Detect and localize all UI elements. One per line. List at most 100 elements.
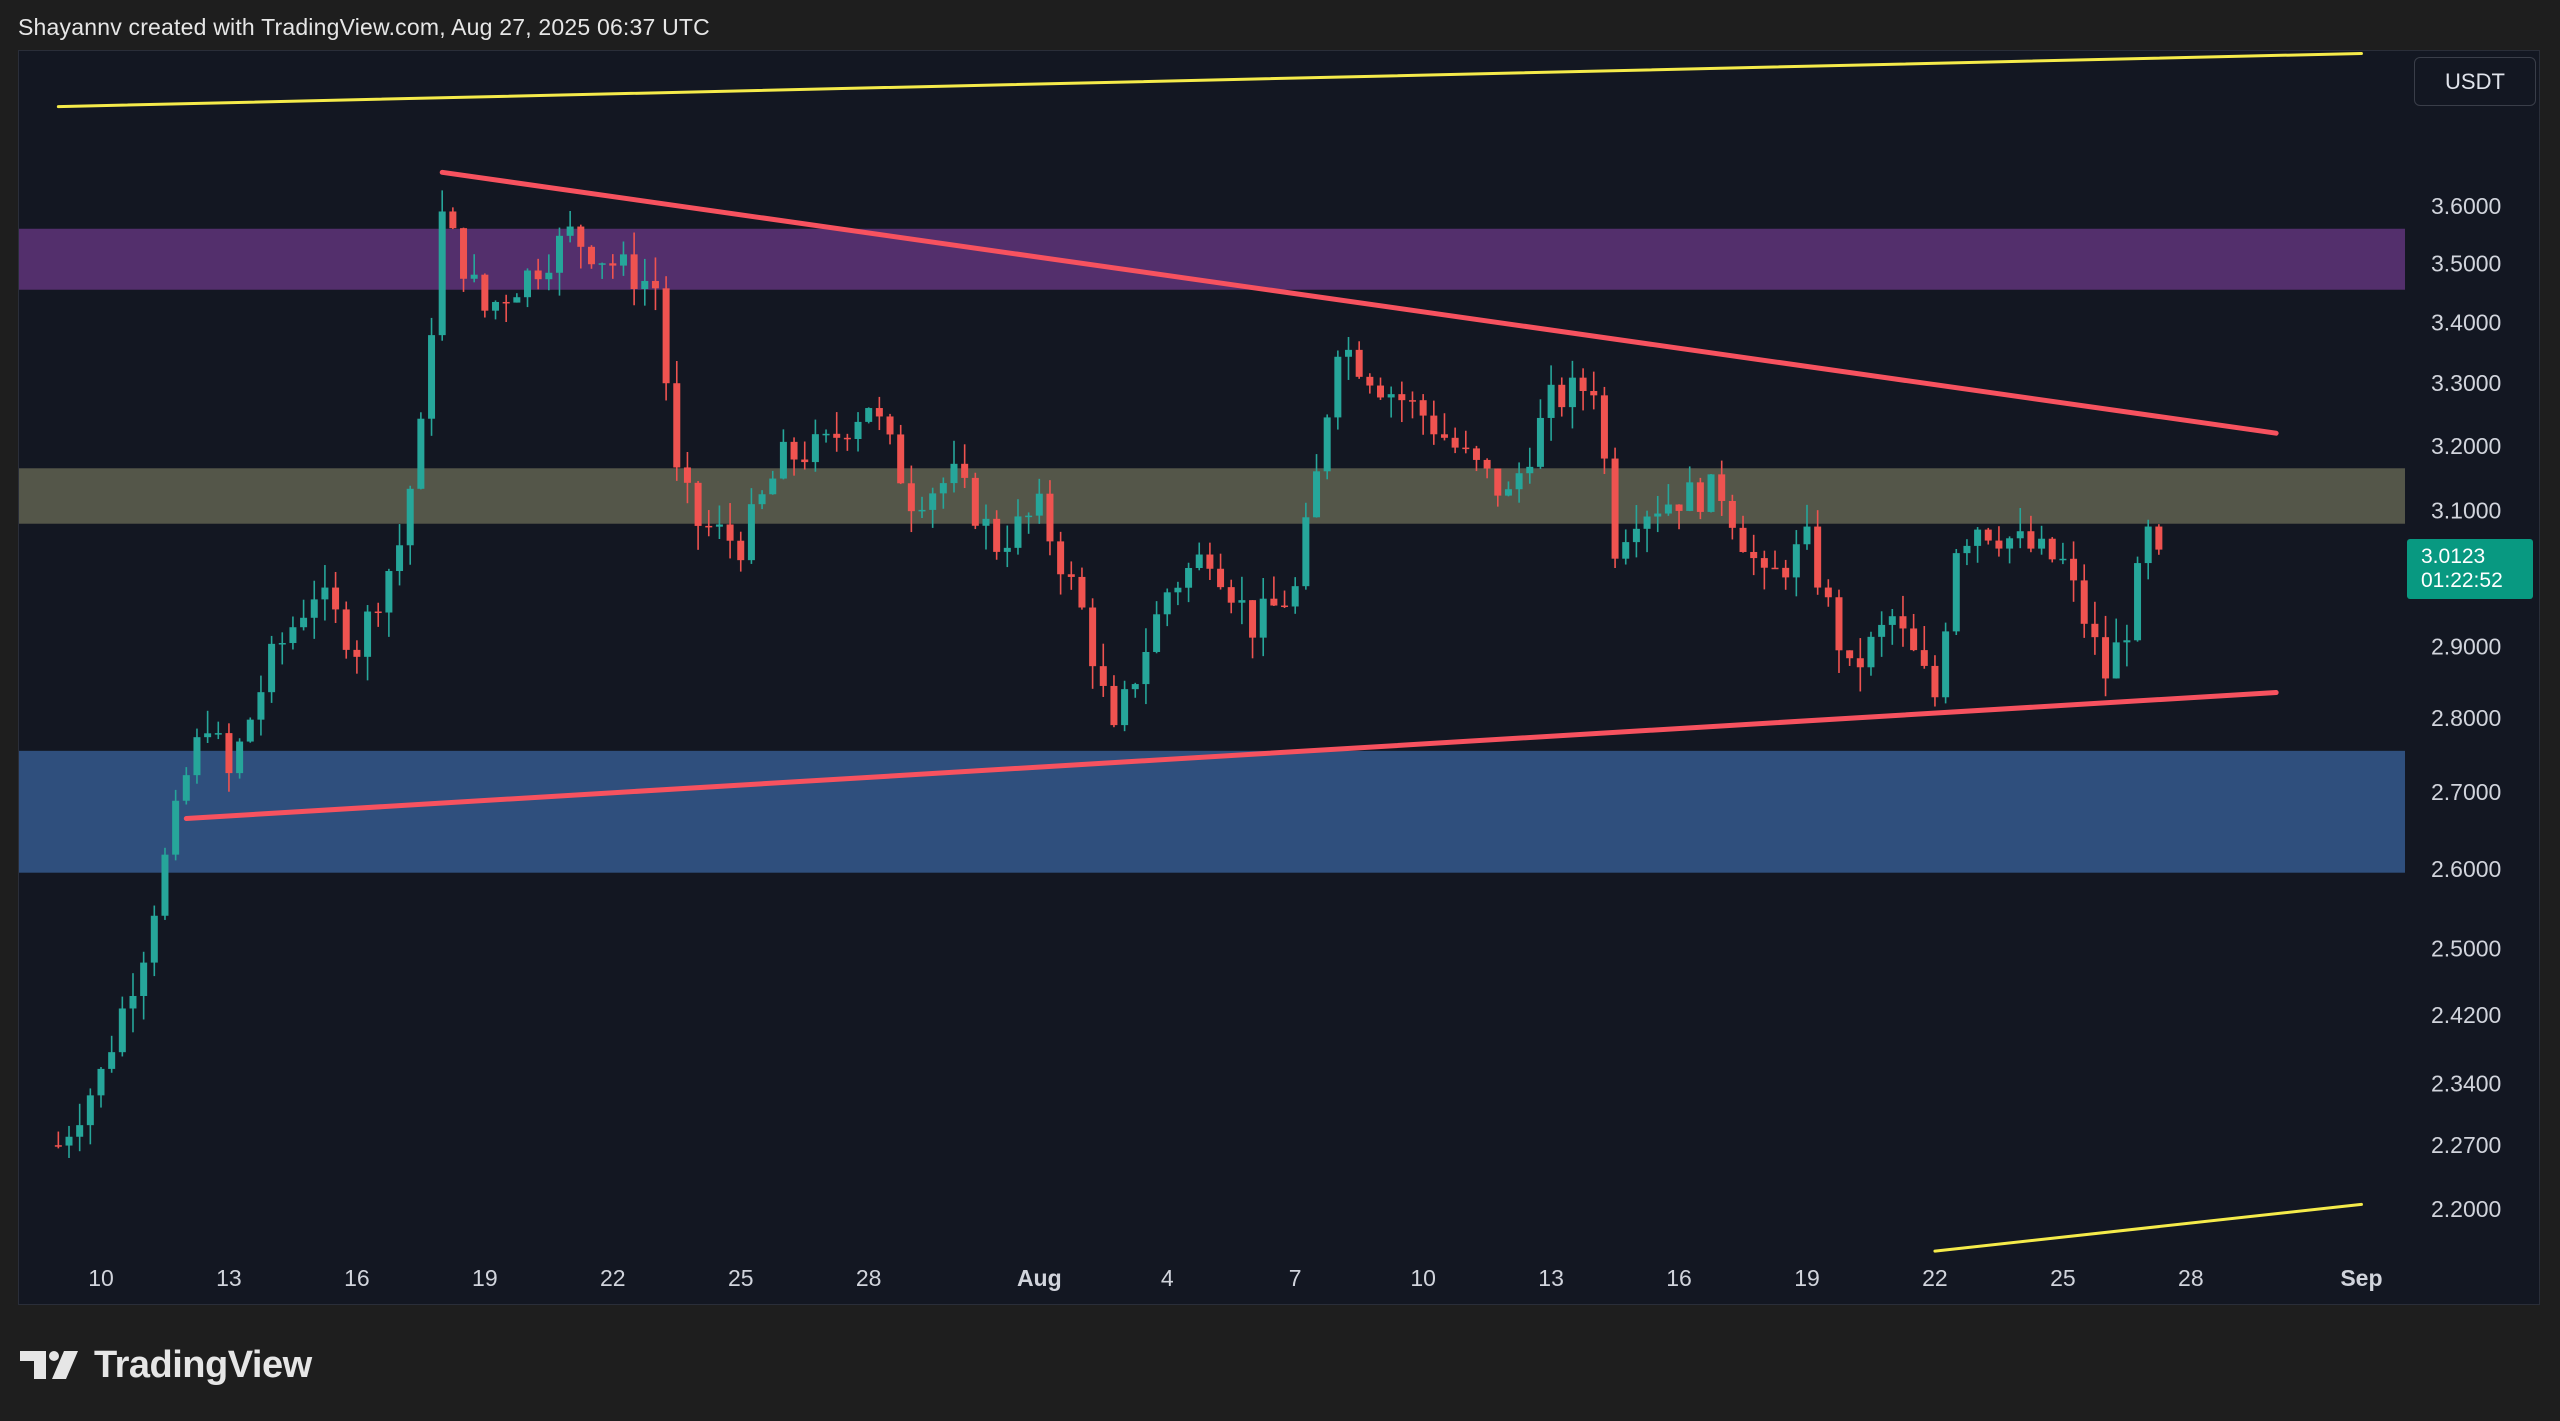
candle [801, 441, 809, 470]
candle [1835, 589, 1843, 673]
candle-body [76, 1125, 84, 1137]
candle-body [1291, 586, 1299, 607]
candle-body [1707, 474, 1715, 512]
candle-body [865, 408, 873, 422]
candle [1622, 529, 1630, 565]
candle [1846, 650, 1854, 666]
candle [54, 1131, 62, 1149]
time-scale: 10 13 16 19 22 25 28 Aug 4 7 10 13 16 19 22 25 28 Sep [88, 1265, 2382, 1291]
candle-body [1259, 598, 1267, 638]
time-tick-label: 28 [856, 1265, 882, 1291]
candle [843, 433, 851, 451]
candle [1728, 494, 1736, 540]
candle-body [278, 643, 286, 645]
candle-body [214, 733, 222, 735]
candle [854, 412, 862, 452]
candle-body [1600, 395, 1608, 459]
candle-body [108, 1052, 116, 1069]
candle-body [524, 270, 531, 298]
candle [1824, 579, 1832, 607]
candle [1707, 474, 1715, 513]
candle-body [1099, 666, 1107, 686]
candle [1377, 377, 1384, 400]
time-tick-label: 25 [728, 1265, 754, 1291]
candle-body [971, 477, 979, 526]
candle-body [1920, 650, 1928, 666]
candle [1217, 553, 1225, 590]
candle-body [1174, 587, 1182, 593]
candle [182, 767, 190, 805]
candle [609, 254, 617, 279]
candle [385, 568, 393, 637]
candle [1270, 576, 1278, 607]
candle [1462, 430, 1470, 454]
candle [630, 232, 638, 306]
candle [1963, 539, 1971, 566]
candle [289, 616, 297, 650]
candle [76, 1103, 84, 1152]
candle [172, 789, 180, 861]
candle [1750, 534, 1758, 576]
chart-panel[interactable]: 3.6000 3.5000 3.4000 3.3000 3.2000 3.1000 2.90… [18, 50, 2540, 1305]
time-tick-label: 13 [216, 1265, 242, 1291]
candle [1195, 542, 1203, 571]
candle [1110, 675, 1118, 728]
candle-body [726, 524, 734, 541]
candle-body [396, 545, 404, 572]
candle [683, 451, 691, 504]
candle [1792, 530, 1800, 597]
candle-body [715, 524, 723, 527]
candle-body [886, 416, 894, 435]
candle-body [1547, 384, 1555, 418]
candle [1910, 613, 1918, 652]
candle [1163, 588, 1171, 627]
candle [1739, 515, 1747, 553]
candle [1547, 365, 1555, 441]
price-chart[interactable]: 3.6000 3.5000 3.4000 3.3000 3.2000 3.1000 2.90… [19, 51, 2540, 1305]
candle [1153, 601, 1161, 654]
candle [1345, 337, 1353, 380]
candle [1867, 631, 1875, 676]
candle-body [1089, 607, 1097, 667]
candle-body [513, 297, 521, 303]
candle-body [1899, 616, 1907, 629]
currency-selector-button[interactable]: USDT [2414, 57, 2536, 106]
candle-body [534, 270, 542, 280]
candle-body [65, 1136, 73, 1146]
candle [492, 300, 500, 320]
tradingview-logo[interactable]: TradingView [20, 1340, 312, 1390]
candle-body [1952, 553, 1960, 632]
candle [1686, 466, 1694, 512]
candle [1035, 478, 1043, 524]
candle-body [1227, 587, 1235, 603]
candle [1931, 655, 1939, 707]
candle [1472, 445, 1480, 472]
candle [1355, 341, 1363, 379]
candle-body [1664, 504, 1672, 514]
candle [1504, 481, 1512, 497]
candle [438, 190, 446, 341]
candle [769, 470, 777, 495]
candle [321, 565, 329, 621]
candle [150, 905, 158, 977]
candle-body [1153, 614, 1161, 652]
candle-body [246, 719, 254, 742]
candle-body [747, 504, 755, 561]
trendline-triangle-lower [183, 690, 2279, 821]
candle [1952, 549, 1960, 636]
time-tick-label: 10 [1410, 1265, 1436, 1291]
candle [747, 488, 755, 564]
candle [502, 294, 510, 323]
candle [1536, 399, 1544, 469]
candle-body [566, 226, 574, 236]
time-tick-label: 4 [1161, 1265, 1174, 1291]
time-tick-label: 25 [2050, 1265, 2076, 1291]
candle [2059, 542, 2067, 565]
candle-body [406, 488, 414, 546]
candle-body [1824, 587, 1832, 598]
candle [86, 1088, 94, 1145]
candle-body [1366, 376, 1374, 386]
candle [982, 504, 990, 550]
price-tick-label: 2.2000 [2431, 1196, 2501, 1222]
candle-body [2059, 558, 2067, 561]
